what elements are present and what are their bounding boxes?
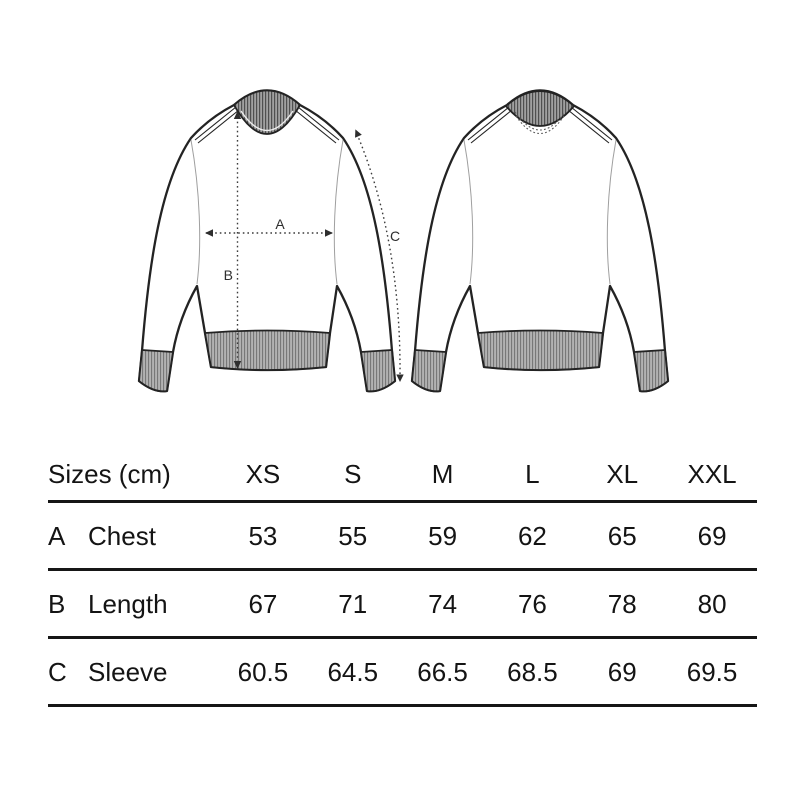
size-value: 55	[338, 520, 368, 551]
size-value: 69	[697, 520, 727, 551]
size-value: 62	[517, 520, 547, 551]
measurement-letter: C	[48, 656, 67, 687]
size-value: 74	[428, 588, 458, 619]
sweatshirt-diagrams: A B C	[137, 89, 670, 393]
size-value: 59	[428, 520, 458, 551]
measurement-label: Sleeve	[88, 656, 168, 687]
size-value: 64.5	[327, 656, 379, 687]
table-row-length: B Length 67 71 74 76 78 80	[48, 571, 757, 639]
measurement-letter: A	[48, 520, 66, 551]
table-row-sleeve: C Sleeve 60.5 64.5 66.5 68.5 69 69.5	[48, 639, 757, 707]
back-neck-seam	[514, 111, 566, 131]
sleeve-measurement-arrow: C	[355, 129, 404, 382]
size-value: 80	[697, 588, 727, 619]
size-value: 53	[248, 520, 278, 551]
measurement-label-c: C	[390, 228, 400, 244]
table-row-chest: A Chest 53 55 59 62 65 69	[48, 503, 757, 571]
length-measurement-arrow: B	[224, 111, 242, 369]
header-cell-size-s: S	[344, 458, 362, 489]
measurement-label: Length	[88, 588, 168, 619]
measurement-label-b: B	[224, 267, 233, 283]
sweatshirt-front-view: A B C	[137, 89, 404, 393]
header-cell-sizes-unit: Sizes (cm)	[48, 458, 171, 489]
size-chart-table: Sizes (cm) XS S M L XL XXL A Chest 53 55…	[48, 447, 757, 707]
size-value: 76	[517, 588, 547, 619]
size-value: 60.5	[237, 656, 289, 687]
size-value: 69	[607, 656, 637, 687]
header-cell-size-xl: XL	[606, 458, 639, 489]
size-table-header-row: Sizes (cm) XS S M L XL XXL	[48, 447, 757, 503]
measurement-letter: B	[48, 588, 66, 619]
chest-measurement-arrow: A	[205, 216, 333, 237]
sweatshirt-technical-drawing: A B C	[137, 89, 670, 393]
size-value: 71	[338, 588, 368, 619]
header-cell-size-xxl: XXL	[687, 458, 737, 489]
back-collar	[505, 90, 575, 127]
measurement-label-a: A	[275, 216, 285, 232]
size-value: 67	[248, 588, 278, 619]
sweatshirt-back-view	[410, 89, 670, 393]
header-cell-size-m: M	[431, 458, 454, 489]
header-cell-size-l: L	[525, 458, 540, 489]
size-value: 65	[607, 520, 637, 551]
size-value: 78	[607, 588, 637, 619]
measurement-label: Chest	[88, 520, 156, 551]
size-value: 69.5	[686, 656, 738, 687]
size-value: 68.5	[507, 656, 558, 687]
size-value: 66.5	[417, 656, 468, 687]
header-cell-size-xs: XS	[245, 458, 281, 489]
